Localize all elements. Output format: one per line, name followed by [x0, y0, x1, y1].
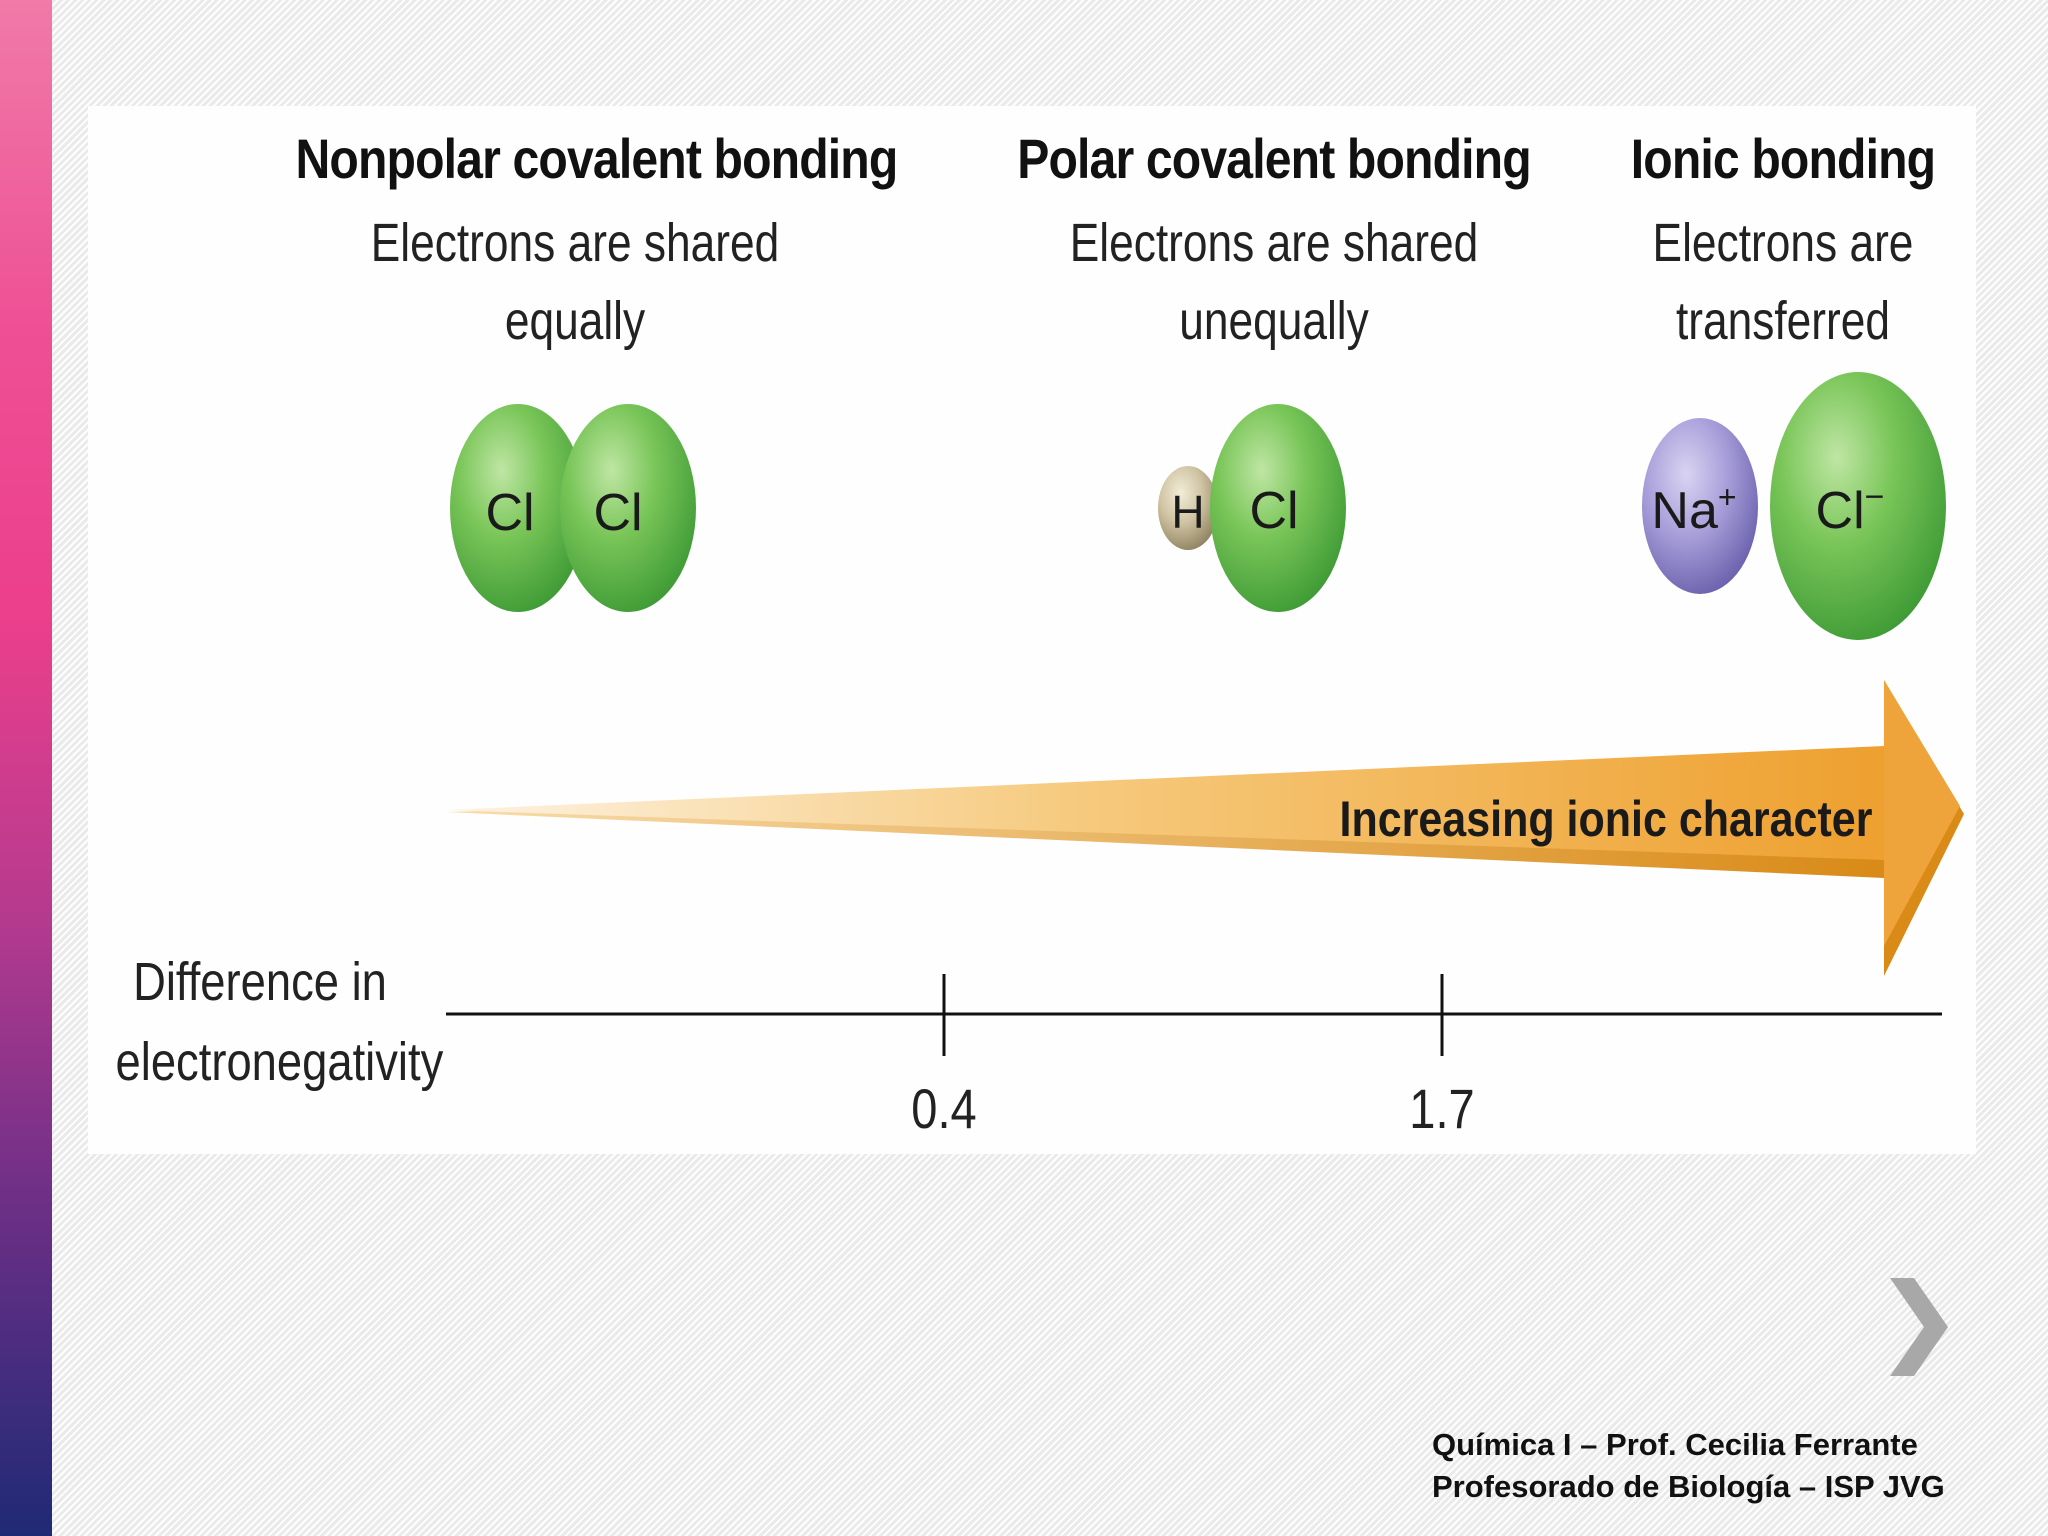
cl-atom-right [560, 404, 696, 612]
cl2-molecule: Cl Cl [450, 404, 696, 612]
nonpolar-title: Nonpolar covalent bonding [295, 127, 899, 190]
cl-ion-symbol: Cl [1816, 482, 1865, 540]
ionic-character-arrow: Increasing ionic character [446, 680, 1964, 976]
na-ion-charge: + [1718, 479, 1737, 515]
bonding-diagram: Cl Cl H Cl Na+ Cl− Increasing ionic char… [88, 106, 1976, 1154]
diagram-graphics: Cl Cl H Cl Na+ Cl− Increasing ionic char… [446, 372, 1964, 1056]
nonpolar-subtitle: Electrons are shared equally [309, 204, 842, 360]
ionic-subtitle-line1: Electrons are [1652, 213, 1914, 273]
axis-label: Difference in electronegativity [115, 942, 444, 1102]
na-ion [1642, 418, 1758, 594]
cl-atom [1210, 404, 1346, 612]
arrow-label: Increasing ionic character [1340, 791, 1873, 847]
cl-ion-charge: − [1865, 478, 1885, 516]
nonpolar-subtitle-line1: Electrons are shared [370, 213, 780, 273]
cl-ion [1770, 372, 1946, 640]
nonpolar-subtitle-line2: equally [504, 291, 646, 351]
arrow-body [446, 746, 1884, 860]
footer-line2: Profesorado de Biología – ISP JVG [1432, 1469, 1945, 1504]
polar-subtitle: Electrons are shared unequally [1012, 204, 1537, 360]
chevron-shape [1890, 1278, 1948, 1376]
hcl-atom1-label: H [1171, 486, 1204, 538]
polar-title: Polar covalent bonding [1017, 127, 1531, 190]
polar-subtitle-line2: unequally [1179, 291, 1369, 351]
cl2-atom1-label: Cl [485, 484, 534, 542]
polar-subtitle-line1: Electrons are shared [1069, 213, 1479, 273]
cl-atom-left [450, 404, 586, 612]
na-ion-label: Na+ [1651, 479, 1736, 540]
chevron-right-icon[interactable] [1878, 1272, 1958, 1382]
hcl-molecule: H Cl [1158, 404, 1346, 612]
slide-footer: Química I – Prof. Cecilia Ferrante Profe… [1432, 1424, 2022, 1508]
na-ion-symbol: Na [1651, 482, 1718, 540]
h-atom [1158, 466, 1218, 550]
hcl-atom2-label: Cl [1249, 482, 1298, 540]
side-accent-bar [0, 0, 52, 1536]
cl2-atom2-label: Cl [593, 484, 642, 542]
ionic-title: Ionic bonding [1630, 127, 1936, 190]
nacl-ions: Na+ Cl− [1642, 372, 1946, 640]
ionic-subtitle: Electrons are transferred [1623, 204, 1943, 360]
axis-label-line1: Difference in [133, 952, 387, 1012]
cl-ion-label: Cl− [1816, 478, 1885, 540]
chevron-right-icon-graphic [1890, 1278, 1948, 1376]
footer-line1: Química I – Prof. Cecilia Ferrante [1432, 1427, 1918, 1462]
axis-label-line2: electronegativity [115, 1032, 444, 1092]
tick-label-0: 0.4 [911, 1077, 977, 1140]
ionic-subtitle-line2: transferred [1675, 291, 1891, 351]
arrow-head [1884, 680, 1960, 946]
tick-label-1: 1.7 [1409, 1077, 1475, 1140]
electronegativity-axis [446, 974, 1942, 1056]
